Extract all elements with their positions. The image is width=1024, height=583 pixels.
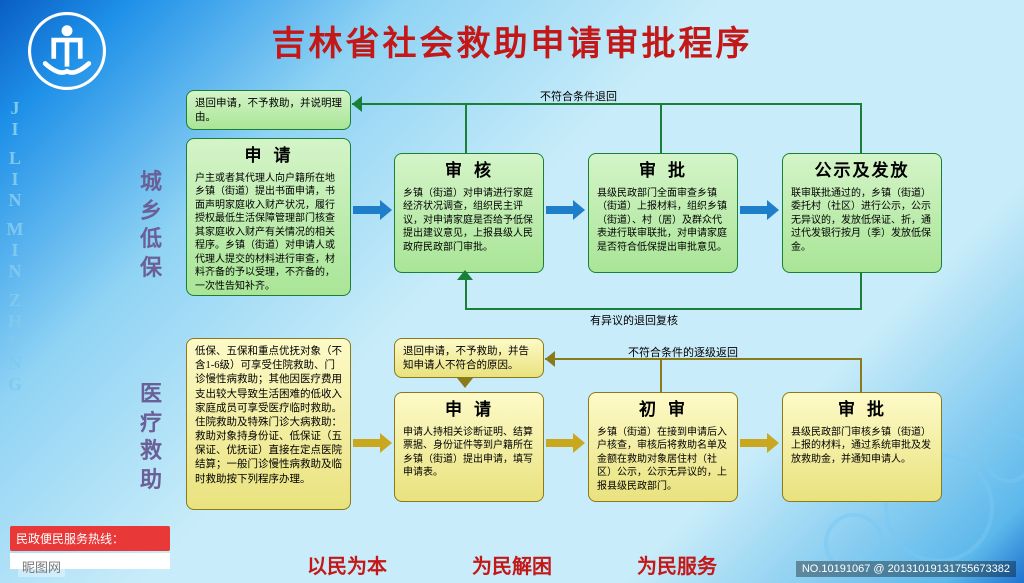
s1-box-publish: 公示及发放 联审联批通过的，乡镇（街道）委托村（社区）进行公示，公示无异议的，发…: [782, 153, 942, 273]
s1-reject-box: 退回申请，不予救助，并说明理由。: [186, 90, 351, 130]
line: [465, 308, 862, 310]
arrow: [353, 436, 392, 450]
s1-box-apply: 申请 户主或者其代理人向户籍所在地乡镇（街道）提出书面申请，书面声明家庭收入财产…: [186, 138, 351, 296]
s2-box-first: 初审 乡镇（街道）在接到申请后入户核查，审核后将救助名单及金额在救助对象居住村（…: [588, 392, 738, 502]
slogan-1: 以民为本: [307, 556, 387, 578]
s1-box-review: 审核 乡镇（街道）对申请进行家庭经济状况调查，组织民主评议，对申请家庭是否给予低…: [394, 153, 544, 273]
s2-b1: 申请人持相关诊断证明、结算票据、身份证件等到户籍所在乡镇（街道）提出申请，填写申…: [403, 426, 535, 480]
hotline-label: 民政便民服务热线：: [10, 526, 170, 551]
arrowhead: [545, 351, 555, 367]
s1-b1: 户主或者其代理人向户籍所在地乡镇（街道）提出书面申请，书面声明家庭收入财产状况，…: [195, 172, 342, 294]
arrow: [546, 203, 585, 217]
s1-b3: 县级民政部门全面审查乡镇（街道）上报材料，组织乡镇（街道）、村（居）及群众代表进…: [597, 187, 729, 255]
slogan-2: 为民解困: [472, 556, 552, 578]
s1-box-approve: 审批 县级民政部门全面审查乡镇（街道）上报材料，组织乡镇（街道）、村（居）及群众…: [588, 153, 738, 273]
s2-t2: 初审: [597, 399, 729, 422]
s1-t3: 审批: [597, 160, 729, 183]
watermark-left: 昵图网: [18, 556, 65, 577]
arrowhead: [457, 270, 473, 280]
side-letters: JILINMINZHENG: [2, 98, 30, 395]
s1-b2: 乡镇（街道）对申请进行家庭经济状况调查，组织民主评议，对申请家庭是否给予低保提出…: [403, 187, 535, 255]
arrow: [546, 436, 585, 450]
watermark-right: NO.10191067 @ 20131019131755673382: [796, 561, 1016, 577]
s1-caption-top: 不符合条件退回: [540, 88, 617, 104]
s1-b4: 联审联批通过的，乡镇（街道）委托村（社区）进行公示，公示无异议的，发放低保证、折…: [791, 187, 933, 255]
line: [352, 103, 860, 105]
line: [545, 358, 862, 360]
s2-reject: 退回申请，不予救助，并告知申请人不符合的原因。: [394, 338, 544, 378]
arrowhead: [352, 96, 362, 112]
s2-box-approve: 审批 县级民政部门审核乡镇（街道）上报的材料，通过系统审批及发放救助金，并通知申…: [782, 392, 942, 502]
page-title: 吉林省社会救助申请审批程序: [0, 16, 1024, 65]
deco-circle: [984, 433, 1024, 483]
arrow: [353, 203, 392, 217]
s2-t3: 审批: [791, 399, 933, 422]
s2-reject-text: 退回申请，不予救助，并告知申请人不符合的原因。: [403, 345, 535, 373]
s2-b3: 县级民政部门审核乡镇（街道）上报的材料，通过系统审批及发放救助金，并通知申请人。: [791, 426, 933, 467]
line: [860, 273, 862, 310]
s1-reject-text: 退回申请，不予救助，并说明理由。: [195, 97, 342, 125]
s1-cap-bot: 有异议的退回复核: [590, 312, 678, 328]
line: [465, 276, 467, 310]
line: [660, 358, 662, 392]
line: [860, 358, 862, 392]
slogan-3: 为民服务: [637, 556, 717, 578]
s2-b2: 乡镇（街道）在接到申请后入户核查，审核后将救助名单及金额在救助对象居住村（社区）…: [597, 426, 729, 494]
line: [465, 103, 467, 153]
line: [660, 103, 662, 153]
s1-t1: 申请: [195, 145, 342, 168]
s2-t1: 申请: [403, 399, 535, 422]
s2-box-apply: 申请 申请人持相关诊断证明、结算票据、身份证件等到户籍所在乡镇（街道）提出申请，…: [394, 392, 544, 502]
section2-label: 医疗救助: [138, 380, 164, 494]
arrow: [740, 203, 779, 217]
section1-label: 城乡低保: [138, 168, 164, 282]
arrowhead: [457, 378, 473, 388]
line: [860, 103, 862, 153]
s2-intro: 低保、五保和重点优抚对象（不含1-6级）可享受住院救助、门诊慢性病救助；其他因医…: [186, 338, 351, 510]
s1-t2: 审核: [403, 160, 535, 183]
s1-t4: 公示及发放: [791, 160, 933, 183]
s2-intro-text: 低保、五保和重点优抚对象（不含1-6级）可享受住院救助、门诊慢性病救助；其他因医…: [195, 345, 342, 487]
arrow: [740, 436, 779, 450]
